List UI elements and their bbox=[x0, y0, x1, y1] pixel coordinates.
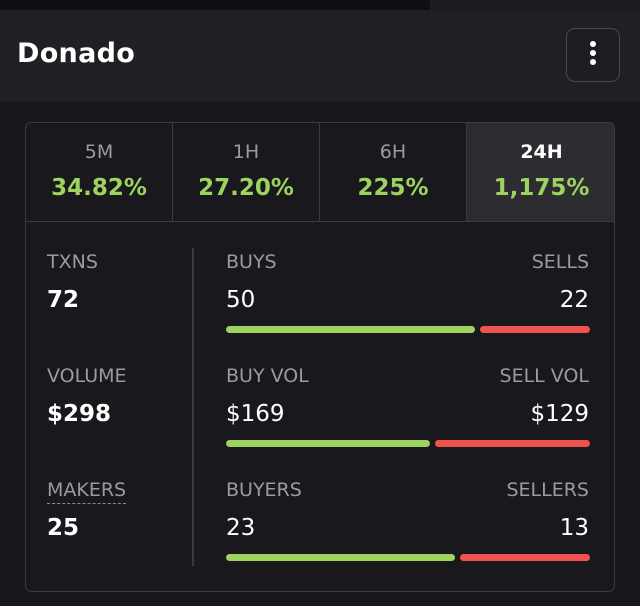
divider bbox=[192, 248, 194, 566]
price-change: 1,175% bbox=[493, 175, 590, 201]
stat-value: $298 bbox=[47, 401, 112, 427]
title: Donado bbox=[17, 38, 136, 69]
stat-value: 25 bbox=[47, 515, 80, 541]
timeframe-label: 6H bbox=[379, 141, 407, 163]
header bbox=[0, 10, 640, 102]
timeframe-tab[interactable]: 5M 34.82% bbox=[26, 123, 173, 222]
timeframe-tab[interactable]: 24H 1,175% bbox=[467, 123, 614, 222]
buy-label: BUYERS bbox=[226, 479, 302, 501]
stat-label: VOLUME bbox=[47, 365, 127, 387]
buy-value: $169 bbox=[226, 401, 285, 427]
timeframe-label: 1H bbox=[232, 141, 260, 163]
menu-button[interactable] bbox=[566, 28, 620, 82]
stat-label: MAKERS bbox=[47, 479, 127, 504]
price-change: 34.82% bbox=[51, 175, 147, 201]
stat-label: TXNS bbox=[47, 251, 98, 273]
timeframe-tab[interactable]: 6H 225% bbox=[320, 123, 467, 222]
timeframe-label: 24H bbox=[520, 141, 563, 163]
timeframe-tab[interactable]: 1H 27.20% bbox=[173, 123, 320, 222]
sell-bar bbox=[460, 554, 590, 561]
price-change: 27.20% bbox=[198, 175, 294, 201]
sell-value: 13 bbox=[559, 515, 589, 541]
buy-value: 50 bbox=[226, 287, 256, 313]
stat-value: 72 bbox=[47, 287, 80, 313]
sell-label: SELL VOL bbox=[499, 365, 589, 387]
buy-bar bbox=[226, 440, 430, 447]
buy-bar bbox=[226, 326, 476, 333]
price-change: 225% bbox=[357, 175, 429, 201]
buy-value: 23 bbox=[226, 515, 256, 541]
top-strip bbox=[0, 0, 640, 10]
sell-bar bbox=[434, 440, 590, 447]
stat-label: TXNS bbox=[47, 251, 98, 273]
stats-card: 5M 34.82% 1H 27.20% 6H 225% 24H 1,175% TXNS 72 BUY… bbox=[25, 122, 615, 592]
buy-label: BUYS bbox=[226, 251, 277, 273]
stat-label: VOLUME bbox=[47, 365, 127, 387]
top-strip bbox=[430, 0, 640, 10]
sell-label: SELLS bbox=[531, 251, 589, 273]
sell-label: SELLERS bbox=[506, 479, 589, 501]
sell-value: $129 bbox=[530, 401, 589, 427]
sell-value: 22 bbox=[559, 287, 589, 313]
timeframe-label: 5M bbox=[84, 141, 114, 163]
buy-label: BUY VOL bbox=[226, 365, 309, 387]
buy-bar bbox=[226, 554, 456, 561]
stat-label: MAKERS bbox=[47, 479, 127, 504]
sell-bar bbox=[480, 326, 590, 333]
